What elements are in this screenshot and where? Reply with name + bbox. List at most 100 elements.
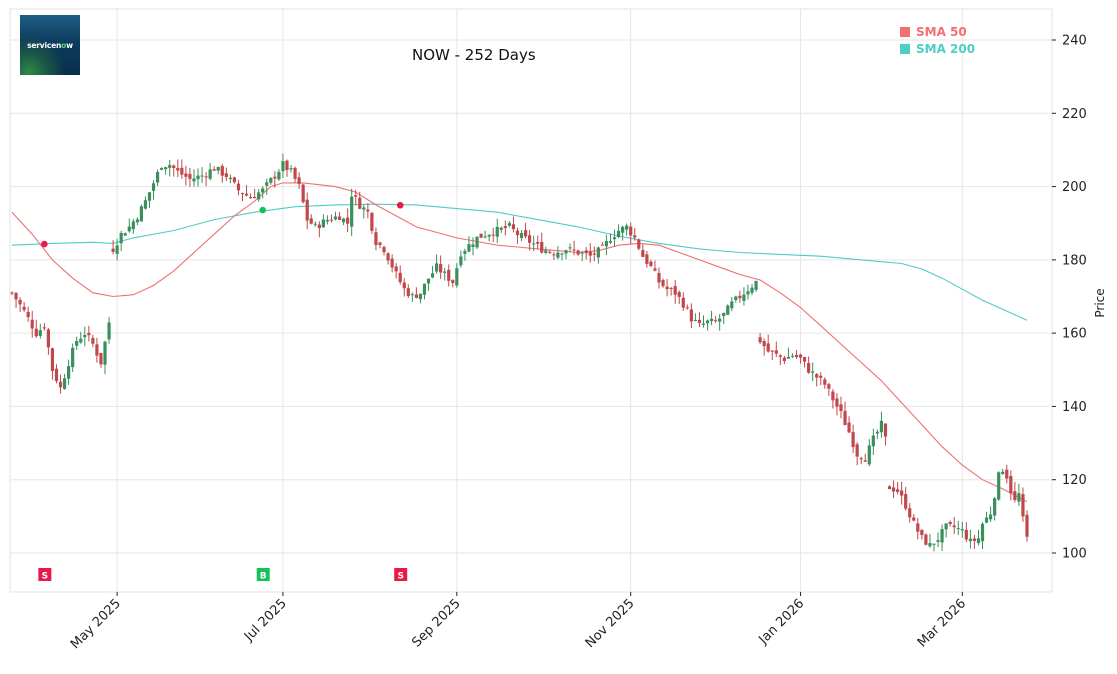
candle: [382, 247, 386, 253]
candle: [940, 529, 944, 543]
candle: [673, 286, 677, 295]
candle: [487, 234, 491, 237]
candle: [685, 307, 689, 309]
candle: [208, 169, 212, 179]
candle: [79, 338, 83, 343]
candle: [30, 319, 34, 329]
candle: [701, 323, 706, 325]
candle: [625, 225, 629, 230]
candle: [232, 177, 237, 183]
candle: [248, 197, 253, 199]
candle: [722, 312, 726, 317]
candle: [633, 235, 637, 238]
y-axis: 100 120 140 160 180 200 220 240: [1052, 34, 1087, 562]
candle: [366, 209, 370, 212]
signal-badge-buy: [256, 568, 270, 581]
candle: [430, 273, 435, 278]
candle: [253, 196, 257, 199]
candle: [58, 381, 63, 388]
candle: [341, 218, 346, 223]
svg-text:May 2025: May 2025: [68, 596, 124, 652]
moving-average-lines: [11, 182, 1028, 503]
signal-badge-sell: [38, 568, 52, 581]
candle: [119, 232, 123, 244]
candle: [900, 490, 904, 496]
candle: [641, 250, 645, 258]
candle: [455, 268, 459, 286]
candle: [790, 355, 795, 357]
candle: [819, 375, 823, 378]
candle: [714, 320, 718, 322]
signal-badge-sell: [394, 568, 408, 581]
candle: [928, 543, 932, 547]
candle: [604, 241, 609, 247]
candle: [924, 534, 928, 545]
candle: [220, 166, 224, 176]
candle: [1009, 476, 1013, 494]
candle: [843, 410, 847, 426]
candle: [143, 200, 148, 209]
candle: [815, 374, 819, 378]
candle: [75, 340, 79, 346]
candle: [91, 337, 95, 344]
company-logo: servicenow: [20, 15, 80, 75]
candle: [766, 343, 770, 352]
candle: [556, 252, 560, 258]
candle: [564, 250, 568, 254]
candle: [329, 219, 334, 221]
candle: [378, 242, 382, 245]
candle: [948, 521, 952, 525]
candle: [447, 269, 451, 281]
candle: [164, 167, 168, 170]
candle: [669, 287, 673, 289]
candle: [608, 241, 613, 243]
candle: [972, 538, 977, 541]
candle: [968, 538, 972, 542]
candle: [653, 268, 657, 271]
candle: [95, 344, 99, 356]
candle: [321, 219, 325, 228]
candle: [200, 175, 204, 177]
candle: [305, 199, 309, 221]
candle: [871, 435, 875, 447]
candle: [333, 216, 338, 220]
candle: [746, 291, 750, 295]
candle: [265, 182, 269, 186]
candle: [374, 232, 378, 246]
candle: [879, 420, 884, 433]
candle: [18, 299, 22, 305]
candle: [467, 244, 471, 252]
candle: [54, 368, 59, 382]
candle: [479, 233, 483, 238]
candle: [495, 226, 499, 237]
candle: [204, 176, 208, 178]
candle: [293, 167, 297, 179]
chart-title: NOW - 252 Days: [412, 46, 536, 64]
candle: [621, 226, 625, 233]
candle: [50, 348, 55, 371]
candle: [989, 514, 993, 520]
candle: [519, 233, 524, 239]
candle: [410, 294, 414, 296]
legend-item-sma50: SMA 50: [900, 24, 975, 41]
candle: [22, 306, 26, 310]
candle: [855, 444, 859, 457]
candle: [645, 254, 649, 264]
candle: [661, 280, 665, 287]
legend: SMA 50 SMA 200: [900, 24, 975, 57]
candle: [370, 212, 374, 231]
sma50-line: [11, 182, 1028, 503]
candle: [831, 391, 835, 401]
candle: [176, 168, 180, 171]
candle: [612, 237, 617, 240]
candle: [750, 287, 754, 293]
candle: [277, 171, 281, 180]
candle: [147, 192, 152, 201]
candle: [734, 296, 738, 300]
candle: [835, 398, 839, 407]
candle: [406, 288, 410, 297]
candle: [758, 337, 762, 343]
candle: [269, 178, 273, 183]
candle: [916, 523, 920, 532]
